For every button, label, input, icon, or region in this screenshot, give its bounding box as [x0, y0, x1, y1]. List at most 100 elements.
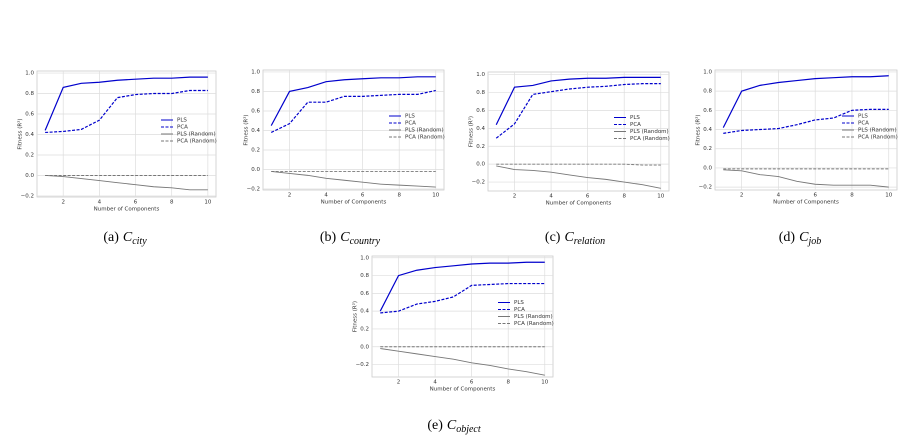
x-tick-label: 10	[432, 193, 439, 199]
y-tick-label: 0.6	[476, 108, 485, 114]
y-tick-label: 0.4	[476, 126, 485, 132]
y-tick-label: −0.2	[21, 193, 34, 199]
y-tick-label: 0.8	[703, 89, 712, 95]
line-series	[45, 175, 208, 191]
line-series	[270, 76, 436, 126]
x-tick-label: 6	[470, 380, 474, 386]
y-tick-label: 0.0	[476, 162, 485, 168]
line-series	[495, 83, 661, 139]
y-tick-label: 0.2	[360, 326, 369, 332]
caption-subscript: job	[806, 236, 821, 247]
y-tick-label: 0.2	[703, 146, 712, 152]
subplot: −0.2 0.0 0.2 0.4 0.6 0.8 1.0 2 4 6 8 10 Number of Co…	[243, 69, 445, 247]
y-tick-label: 0.6	[25, 112, 34, 118]
y-tick-label: 0.4	[360, 309, 369, 315]
legend-label: PLS (Random)	[177, 132, 216, 138]
y-tick-label: 0.0	[251, 167, 260, 173]
x-axis-label: Number of Components	[94, 207, 160, 213]
y-tick-label: 1.0	[703, 69, 712, 75]
x-tick-label: 6	[586, 194, 590, 200]
caption-symbol: C	[564, 230, 574, 245]
caption-symbol: C	[340, 230, 350, 245]
y-tick-label: 0.8	[360, 273, 369, 279]
caption-subscript: country	[350, 236, 381, 247]
x-tick-label: 4	[549, 194, 553, 200]
line-series	[45, 89, 208, 134]
legend-label: PLS (Random)	[405, 128, 444, 134]
caption-label: (e)	[427, 418, 443, 433]
x-tick-label: 2	[288, 193, 292, 199]
y-axis-label: Fitness (R²)	[695, 114, 702, 145]
y-axis-label: Fitness (R²)	[468, 116, 475, 147]
y-tick-label: 0.2	[25, 153, 34, 159]
line-series	[270, 89, 436, 133]
x-tick-label: 10	[657, 194, 664, 200]
legend-label: PLS (Random)	[630, 129, 669, 135]
plot-area	[262, 69, 445, 191]
legend-label: PLS	[514, 300, 524, 306]
y-tick-label: 0.6	[360, 291, 369, 297]
y-tick-label: 0.4	[251, 128, 260, 134]
legend-label: PCA (Random)	[630, 136, 670, 142]
y-tick-label: 0.6	[703, 108, 712, 114]
y-tick-label: 1.0	[25, 71, 34, 77]
y-axis-label: Fitness (R²)	[17, 118, 24, 149]
y-tick-label: −0.2	[699, 185, 712, 191]
line-series	[380, 348, 545, 376]
y-tick-label: 0.8	[251, 89, 260, 95]
caption: (b) Ccountry	[320, 230, 381, 247]
x-tick-label: 8	[397, 193, 401, 199]
x-tick-label: 8	[850, 193, 854, 199]
line-series	[723, 108, 889, 134]
caption-symbol: C	[799, 230, 809, 245]
line-series	[723, 169, 889, 188]
y-tick-label: 0.0	[25, 173, 34, 179]
line-series	[496, 163, 661, 166]
caption-symbol: C	[123, 230, 133, 245]
x-axis-label: Number of Components	[321, 200, 387, 206]
caption: (c) Crelation	[545, 230, 605, 247]
x-axis-label: Number of Components	[546, 201, 612, 207]
caption-subscript: city	[132, 236, 147, 247]
legend-label: PLS	[858, 114, 868, 120]
line-series	[379, 261, 545, 312]
x-tick-label: 6	[361, 193, 365, 199]
caption: (a) Ccity	[103, 230, 147, 247]
subplot: −0.2 0.0 0.2 0.4 0.6 0.8 1.0 2 4 6 8 10 Number of Co…	[695, 69, 898, 247]
x-tick-label: 2	[513, 194, 517, 200]
y-tick-label: 0.0	[360, 344, 369, 350]
legend-label: PLS (Random)	[858, 128, 897, 134]
y-tick-label: 0.6	[251, 108, 260, 114]
x-tick-label: 4	[433, 380, 437, 386]
legend-label: PCA (Random)	[514, 321, 554, 327]
y-axis-label: Fitness (R²)	[243, 114, 250, 145]
legend-label: PLS (Random)	[514, 314, 553, 320]
line-series	[380, 282, 545, 314]
y-tick-label: 0.8	[25, 91, 34, 97]
legend-label: PLS	[630, 115, 640, 121]
subplot: −0.2 0.0 0.2 0.4 0.6 0.8 1.0 2 4 6 8 10 Number of Co…	[468, 71, 670, 247]
caption-label: (a)	[103, 230, 119, 245]
x-tick-label: 2	[397, 380, 401, 386]
caption: (e) Cobject	[427, 418, 481, 435]
y-tick-label: −0.2	[472, 180, 485, 186]
y-tick-label: 0.8	[476, 90, 485, 96]
legend-label: PCA	[177, 125, 188, 131]
y-tick-label: 0.2	[476, 144, 485, 150]
x-tick-label: 2	[61, 200, 65, 206]
x-axis-label: Number of Components	[430, 387, 496, 393]
caption-symbol: C	[447, 418, 457, 433]
y-tick-label: 0.2	[251, 148, 260, 154]
plot-area	[36, 70, 217, 198]
y-tick-label: −0.2	[247, 187, 260, 193]
x-tick-label: 10	[204, 200, 211, 206]
line-series	[271, 171, 436, 188]
legend-label: PCA (Random)	[177, 139, 217, 145]
caption-subscript: object	[456, 424, 481, 435]
y-tick-label: 0.0	[703, 165, 712, 171]
legend-label: PCA	[405, 121, 416, 127]
line-series	[722, 75, 889, 128]
line-series	[495, 76, 661, 126]
plot-area	[487, 71, 670, 192]
x-tick-label: 6	[813, 193, 817, 199]
